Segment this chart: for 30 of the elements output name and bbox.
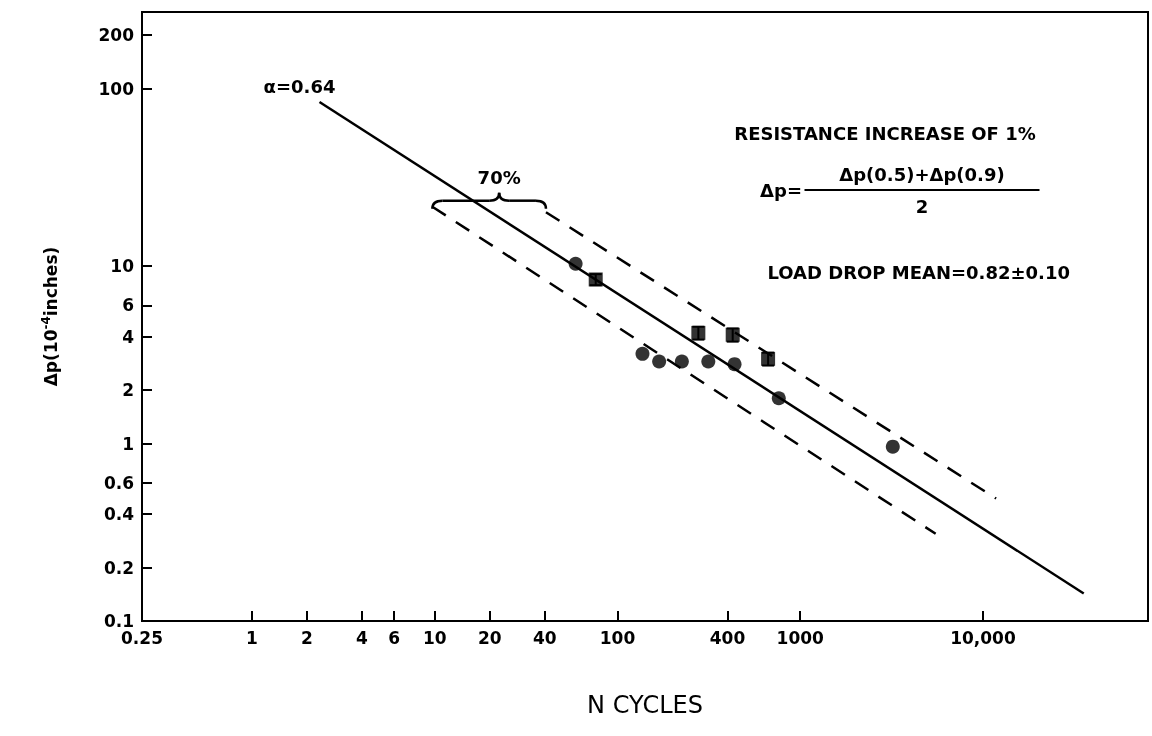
annotation: RESISTANCE INCREASE OF 1%	[734, 122, 1036, 144]
annotation: LOAD DROP MEAN=0.82±0.10	[767, 261, 1070, 283]
x-tick-label: 6	[388, 627, 401, 648]
x-tick-label: 10,000	[950, 627, 1016, 648]
x-tick-label: 20	[477, 627, 502, 648]
x-tick-label: 10	[422, 627, 447, 648]
y-tick-label: 0.6	[103, 472, 134, 493]
y-tick-label: 1	[122, 433, 134, 454]
y-tick-label: 6	[122, 295, 134, 316]
y-tick-label: 10	[110, 256, 135, 277]
y-tick-label: 100	[98, 78, 135, 99]
annotation: 70%	[477, 167, 521, 189]
x-tick-label: 2	[301, 627, 313, 648]
x-tick-label: 4	[356, 627, 369, 648]
annotation: 2	[915, 195, 929, 217]
y-tick-label: 0.2	[103, 557, 134, 578]
x-axis-title: N CYCLES	[587, 691, 703, 719]
x-tick-label: 1	[246, 627, 258, 648]
annotation: Δp=	[760, 179, 802, 201]
y-tick-label: 2	[122, 380, 134, 401]
x-tick-label: 100	[599, 627, 636, 648]
y-tick-label: 200	[98, 25, 135, 46]
y-tick-label: 0.4	[103, 504, 135, 525]
annotation: Δp(0.5)+Δp(0.9)	[839, 163, 1005, 185]
x-tick-label: 40	[532, 627, 557, 648]
annotation: α=0.64	[263, 76, 336, 98]
y-axis-title: Δp(10-4inches)	[39, 246, 61, 387]
x-tick-label: 400	[709, 627, 746, 648]
x-tick-label: 1000	[776, 627, 825, 648]
y-tick-label: 4	[122, 326, 135, 347]
